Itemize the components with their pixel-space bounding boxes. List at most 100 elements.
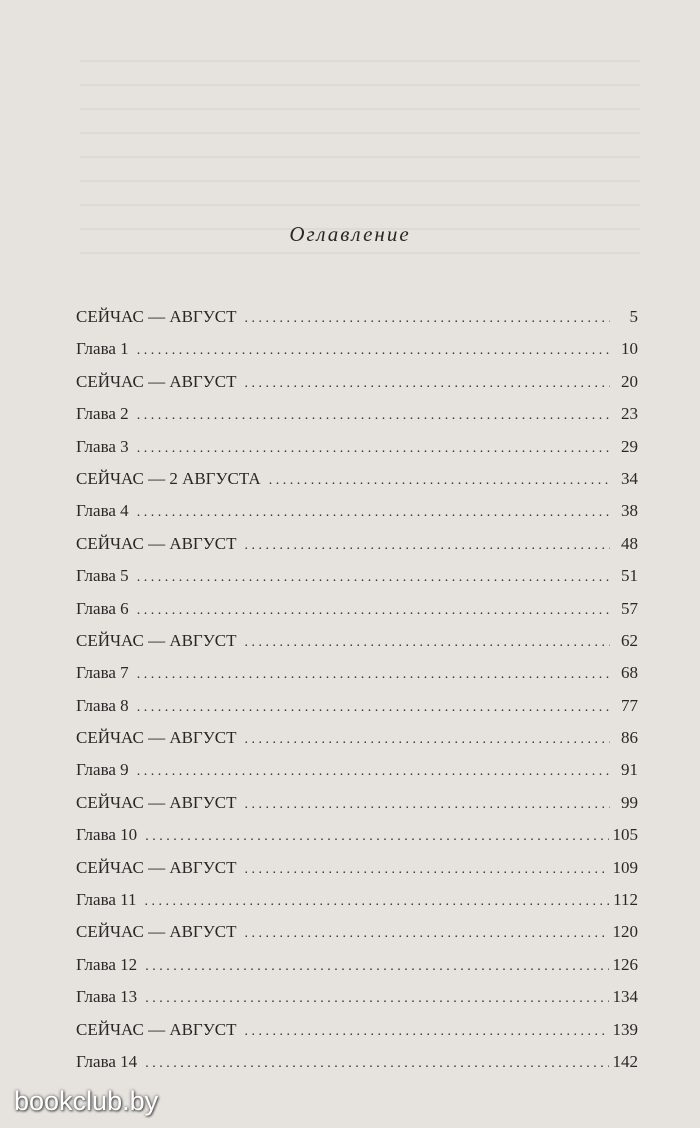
toc-entry-page: 34: [621, 468, 638, 488]
toc-entry-label: Глава 4: [76, 501, 129, 521]
dot-leader: [137, 603, 610, 619]
dot-leader: [245, 311, 610, 327]
toc-entry-page: 86: [621, 728, 638, 748]
toc-entry-page: 139: [612, 1019, 639, 1039]
toc-entry-label: Глава 10: [76, 825, 138, 845]
toc-entry-page: 10: [621, 339, 638, 359]
toc-entry-label: Глава 8: [76, 695, 129, 715]
toc-entry: Глава 14 142: [76, 1052, 638, 1084]
toc-entry-page: 126: [612, 954, 639, 974]
toc-entry: Глава 7 68: [76, 663, 638, 695]
toc-entry: Глава 5 51: [76, 566, 638, 598]
toc-entry: Глава 12 126: [76, 955, 638, 987]
toc-entry: СЕЙЧАС — АВГУСТ 99: [76, 793, 638, 825]
toc-entry: Глава 1 10: [76, 339, 638, 371]
toc-entry-label: СЕЙЧАС — АВГУСТ: [76, 1019, 237, 1039]
dot-leader: [269, 473, 610, 489]
dot-leader: [145, 991, 608, 1007]
dot-leader: [245, 538, 610, 554]
toc-entry: СЕЙЧАС — АВГУСТ 48: [76, 534, 638, 566]
toc-entry-label: Глава 1: [76, 339, 129, 359]
dot-leader: [137, 700, 610, 716]
toc-entry-page: 68: [621, 663, 638, 683]
toc-entry: Глава 3 29: [76, 437, 638, 469]
toc-entry-page: 5: [629, 307, 639, 326]
dot-leader: [137, 667, 610, 683]
toc-entry: Глава 4 38: [76, 501, 638, 533]
toc-entry-label: Глава 2: [76, 404, 129, 424]
toc-entry-label: Глава 12: [76, 954, 138, 974]
toc-entry-page: 29: [621, 436, 638, 456]
toc-entry-page: 99: [621, 792, 638, 812]
toc-entry: Глава 8 77: [76, 696, 638, 728]
bleed-through-text: [80, 60, 640, 260]
dot-leader: [145, 829, 608, 845]
toc-entry-label: Глава 14: [76, 1051, 138, 1071]
toc-entry-page: 109: [612, 857, 639, 877]
toc-entry-page: 23: [621, 404, 638, 424]
toc-entry-page: 105: [612, 825, 639, 845]
toc-entry: СЕЙЧАС — 2 АВГУСТА 34: [76, 469, 638, 501]
toc-entry-label: СЕЙЧАС — АВГУСТ: [76, 630, 237, 650]
toc-entry: Глава 2 23: [76, 404, 638, 436]
toc-entry: СЕЙЧАС — АВГУСТ 5: [76, 307, 638, 339]
dot-leader: [137, 764, 610, 780]
toc-entry-page: 91: [621, 760, 638, 780]
dot-leader: [245, 926, 609, 942]
toc-entry-label: Глава 3: [76, 436, 129, 456]
dot-leader: [137, 408, 610, 424]
dot-leader: [137, 441, 610, 457]
toc-entry-page: 57: [621, 598, 638, 618]
toc-entry: СЕЙЧАС — АВГУСТ 139: [76, 1020, 638, 1052]
toc-entry-page: 38: [621, 501, 638, 521]
toc-entry: Глава 11 112: [76, 890, 638, 922]
toc-entry-page: 142: [612, 1051, 639, 1071]
toc-entry: СЕЙЧАС — АВГУСТ 62: [76, 631, 638, 663]
toc-entry-page: 48: [621, 533, 638, 553]
toc-entry-label: СЕЙЧАС — АВГУСТ: [76, 857, 237, 877]
dot-leader: [145, 959, 608, 975]
toc-entry-page: 62: [621, 630, 638, 650]
toc-entry-page: 120: [612, 922, 639, 942]
toc-entry-label: Глава 11: [76, 890, 137, 910]
dot-leader: [137, 343, 610, 359]
toc-entry-label: СЕЙЧАС — 2 АВГУСТА: [76, 468, 261, 488]
dot-leader: [137, 570, 610, 586]
toc-entry: Глава 9 91: [76, 760, 638, 792]
toc-entry-label: СЕЙЧАС — АВГУСТ: [76, 371, 237, 391]
toc-entry-label: Глава 9: [76, 760, 129, 780]
table-of-contents: СЕЙЧАС — АВГУСТ5Глава 110СЕЙЧАС — АВГУСТ…: [76, 307, 638, 1084]
toc-entry-page: 20: [621, 371, 638, 391]
dot-leader: [245, 862, 609, 878]
toc-entry-page: 112: [613, 890, 638, 910]
toc-entry-page: 77: [621, 695, 638, 715]
toc-entry-label: СЕЙЧАС — АВГУСТ: [76, 307, 237, 326]
watermark: bookclub.by: [14, 1086, 159, 1116]
dot-leader: [245, 635, 610, 651]
toc-entry-label: Глава 6: [76, 598, 129, 618]
dot-leader: [245, 376, 610, 392]
toc-entry-label: СЕЙЧАС — АВГУСТ: [76, 922, 237, 942]
toc-entry: СЕЙЧАС — АВГУСТ 109: [76, 858, 638, 890]
dot-leader: [245, 1024, 609, 1040]
dot-leader: [137, 505, 610, 521]
dot-leader: [145, 894, 610, 910]
toc-entry: Глава 6 57: [76, 599, 638, 631]
toc-entry-label: СЕЙЧАС — АВГУСТ: [76, 533, 237, 553]
toc-entry-label: Глава 13: [76, 987, 138, 1007]
toc-entry: Глава 13 134: [76, 987, 638, 1019]
toc-entry-label: Глава 5: [76, 566, 129, 586]
toc-entry-page: 51: [621, 566, 638, 586]
toc-entry-label: СЕЙЧАС — АВГУСТ: [76, 792, 237, 812]
toc-entry-label: СЕЙЧАС — АВГУСТ: [76, 728, 237, 748]
page-title: Оглавление: [289, 222, 411, 246]
toc-entry-label: Глава 7: [76, 663, 129, 683]
toc-entry: Глава 10 105: [76, 825, 638, 857]
toc-entry: СЕЙЧАС — АВГУСТ 120: [76, 922, 638, 954]
dot-leader: [245, 797, 610, 813]
toc-entry: СЕЙЧАС — АВГУСТ 86: [76, 728, 638, 760]
toc-entry: СЕЙЧАС — АВГУСТ 20: [76, 372, 638, 404]
dot-leader: [245, 732, 610, 748]
toc-entry-page: 134: [612, 987, 639, 1007]
dot-leader: [145, 1056, 608, 1072]
